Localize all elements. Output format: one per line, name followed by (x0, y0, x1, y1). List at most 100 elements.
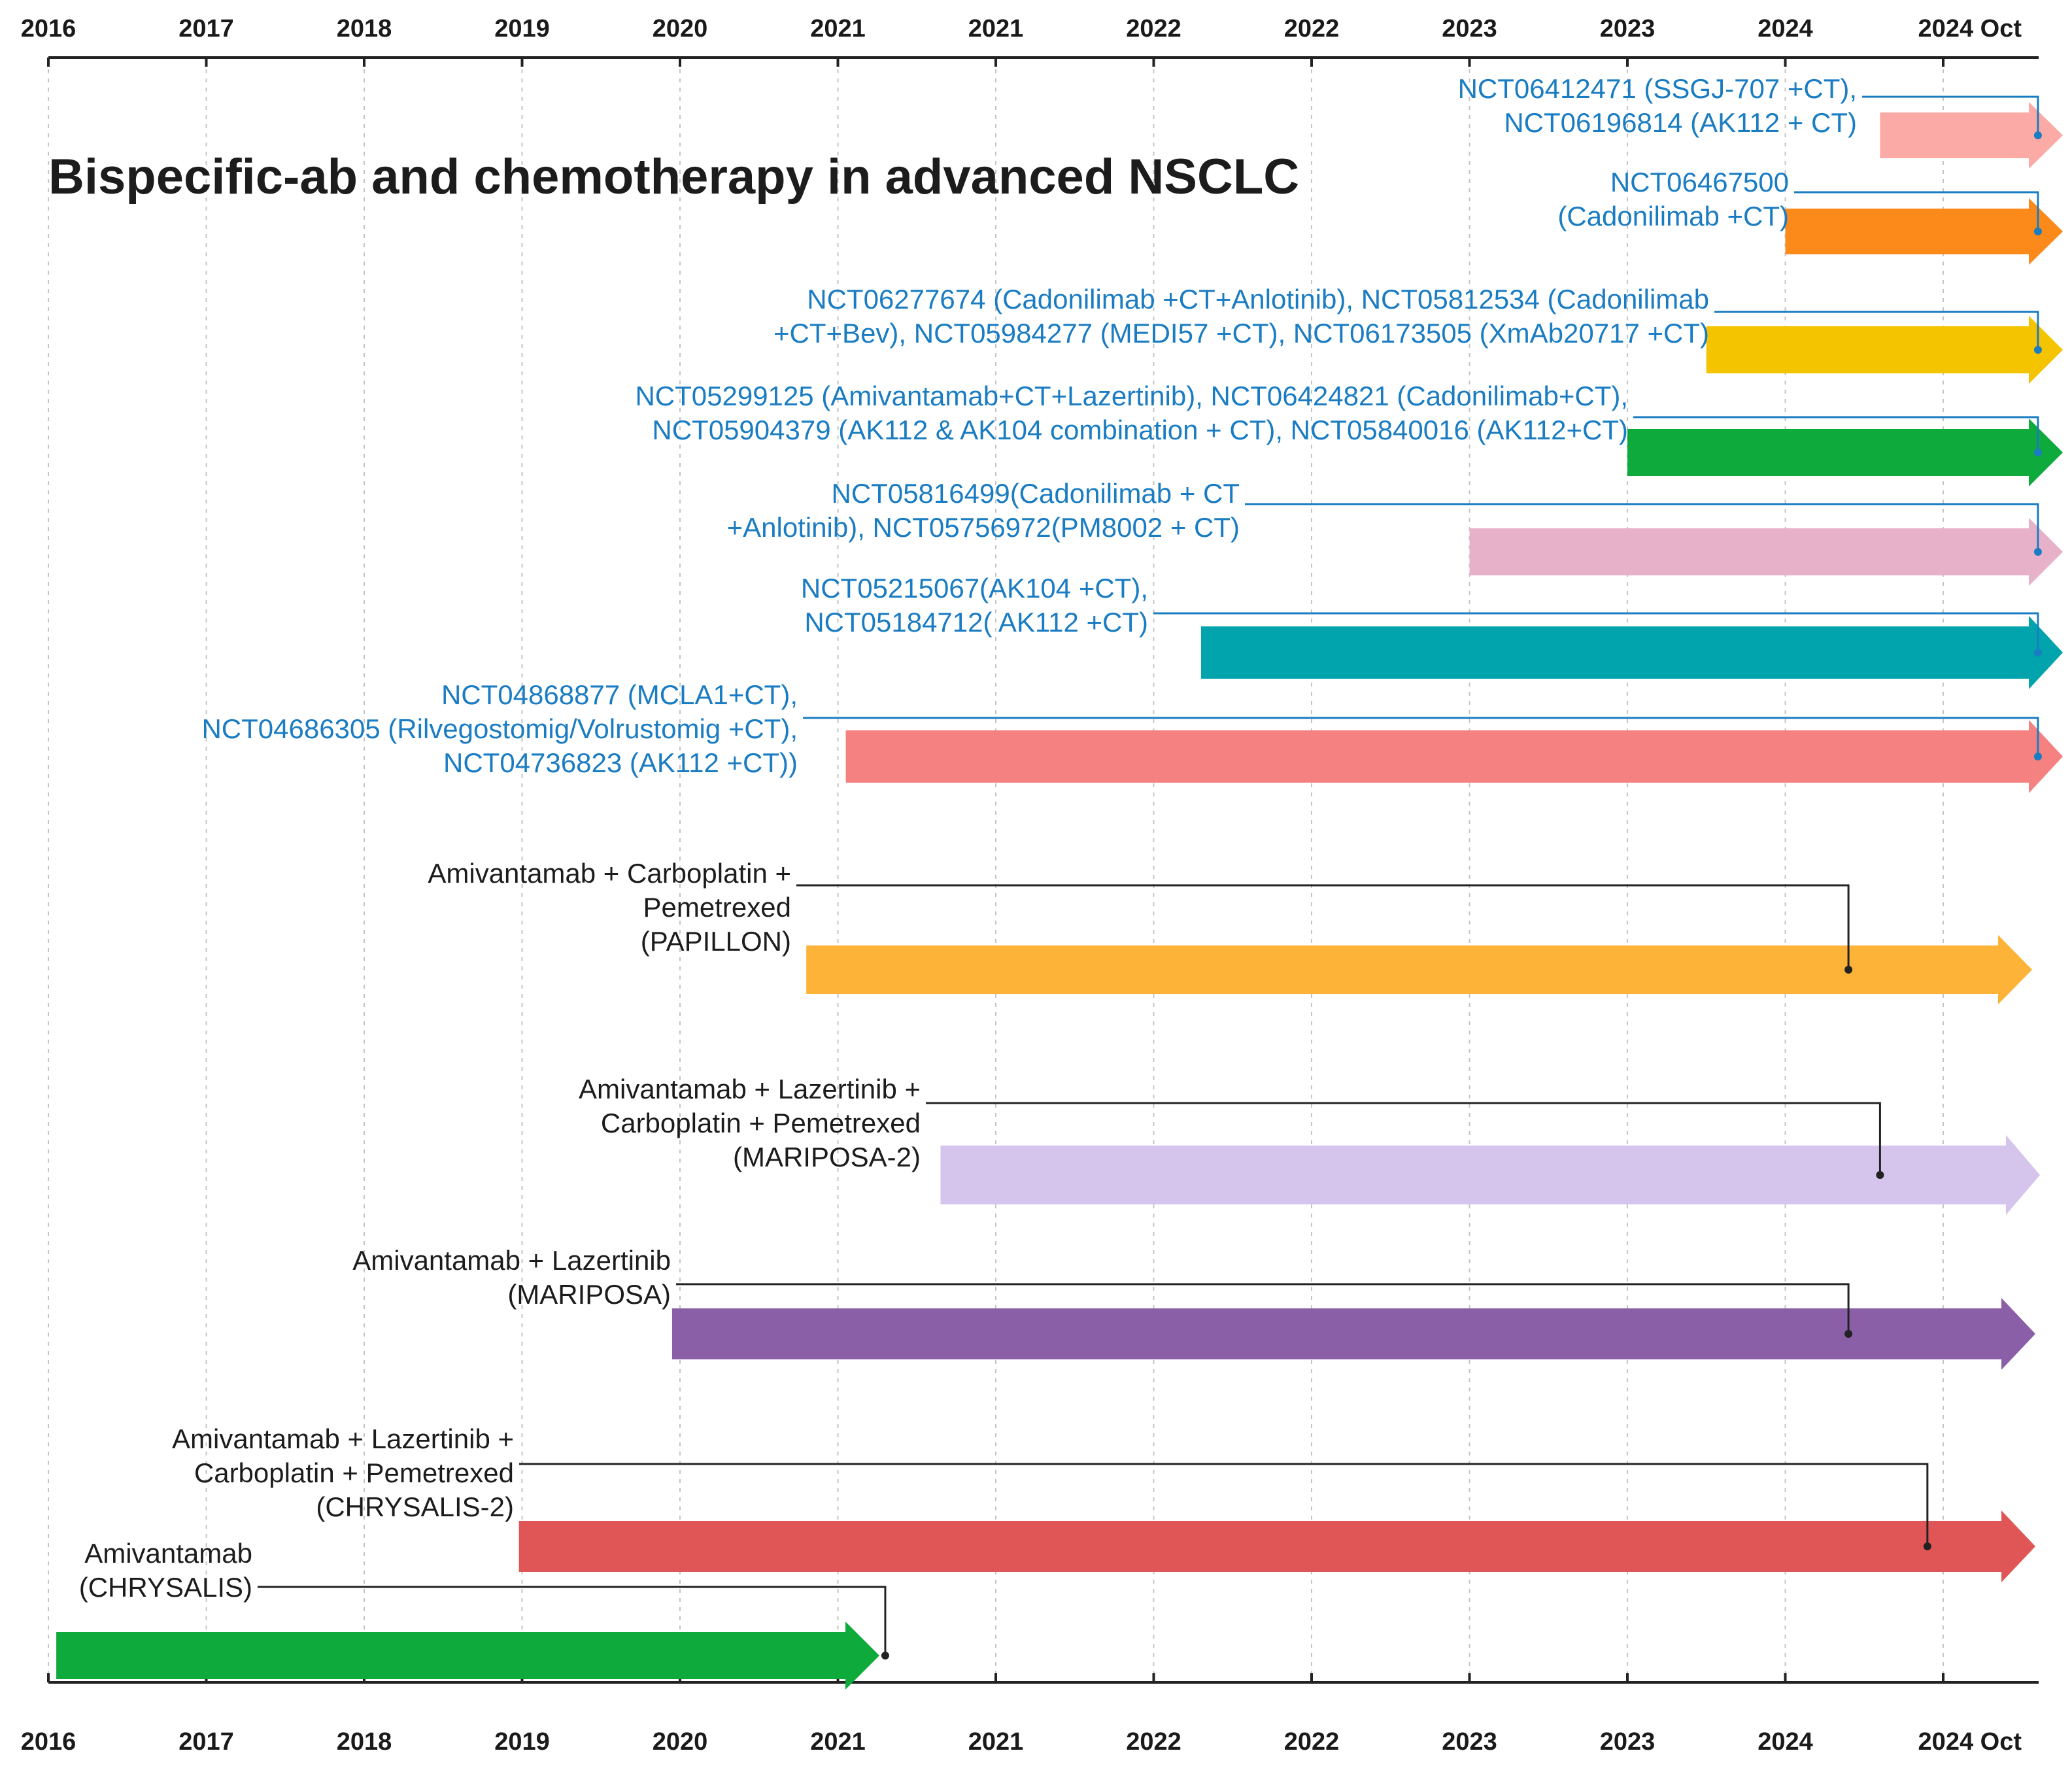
trial-connector-line (926, 1102, 1881, 1175)
trial-rows: NCT06412471 (SSGJ-707 +CT),NCT06196814 (… (56, 73, 2063, 1690)
bottom-tick-label: 2022 (1284, 1728, 1340, 1756)
trial-label-line: Amivantamab + Lazertinib + (172, 1423, 514, 1454)
bottom-tick-label: 2022 (1126, 1728, 1181, 1756)
bottom-tick-label: 2024 (1758, 1728, 1813, 1756)
top-tick-label: 2016 (21, 15, 76, 43)
bottom-tick-label: 2018 (337, 1728, 392, 1756)
trial-label-line: (Cadonilimab +CT) (1557, 201, 1789, 231)
trial-label-line: (CHRYSALIS) (79, 1572, 252, 1603)
trial-t3: NCT06277674 (Cadonilimab +CT+Anlotinib),… (773, 284, 2063, 384)
top-tick-label: 2022 (1126, 15, 1181, 43)
trial-label-line: (PAPILLON) (641, 926, 791, 957)
trial-arrow-bar (845, 720, 2063, 793)
trial-end-marker (2033, 449, 2042, 456)
trial-label-line: (MARIPOSA-2) (733, 1142, 921, 1172)
trial-t4: NCT05299125 (Amivantamab+CT+Lazertinib),… (635, 381, 2063, 486)
trial-label-line: NCT05904379 (AK112 & AK104 combination +… (652, 415, 1628, 445)
trial-arrow-bar (1880, 102, 2063, 169)
trial-label-line: Carboplatin + Pemetrexed (601, 1108, 921, 1138)
trial-end-marker (2033, 346, 2042, 354)
trial-connector-line (796, 884, 1850, 970)
trial-end-marker (1876, 1171, 1884, 1179)
top-tick-label: 2022 (1284, 15, 1340, 43)
top-tick-label: 2020 (653, 15, 708, 43)
top-tick-label: 2021 (968, 15, 1024, 43)
top-tick-label: 2017 (178, 15, 234, 43)
trial-label-line: Pemetrexed (643, 892, 791, 923)
trial-label-line: +CT+Bev), NCT05984277 (MEDI57 +CT), NCT0… (773, 318, 1709, 349)
trial-connector-line (258, 1586, 887, 1656)
top-tick-label: 2019 (494, 15, 550, 43)
trial-label-line: Amivantamab + Carboplatin + (428, 858, 791, 889)
bottom-tick-label: 2020 (653, 1728, 708, 1756)
trial-connector-line (1714, 311, 2039, 350)
top-tick-label: 2023 (1442, 15, 1497, 43)
trial-label-line: NCT06467500 (1610, 167, 1789, 197)
trial-t11: Amivantamab + Lazertinib +Carboplatin + … (172, 1423, 2036, 1582)
trial-label-line: NCT04868877 (MCLA1+CT), (441, 679, 798, 710)
trial-arrow-bar (1627, 418, 2063, 486)
trial-t8: Amivantamab + Carboplatin +Pemetrexed(PA… (428, 858, 2032, 1004)
top-tick-label: 2023 (1600, 15, 1656, 43)
trial-arrow-bar (1469, 518, 2063, 586)
trial-t9: Amivantamab + Lazertinib + Carboplatin + … (579, 1074, 2040, 1215)
trial-label-line: NCT06277674 (Cadonilimab +CT+Anlotinib),… (807, 284, 1709, 315)
trial-label-line: NCT06412471 (SSGJ-707 +CT), (1458, 73, 1857, 104)
trial-label-line: NCT05299125 (Amivantamab+CT+Lazertinib),… (635, 381, 1628, 411)
trial-end-marker (881, 1652, 889, 1659)
trial-t12: Amivantamab(CHRYSALIS) (56, 1538, 889, 1690)
trial-label-line: NCT04686305 (Rilvegostomig/Volrustomig +… (201, 713, 798, 744)
trial-connector-line (1245, 503, 2039, 552)
trial-connector-line (676, 1283, 1850, 1334)
bottom-tick-label: 2016 (21, 1728, 76, 1756)
trial-end-marker (1923, 1542, 1931, 1550)
trial-connector-line (1153, 612, 2039, 653)
top-tick-label: 2021 (810, 15, 866, 43)
trial-label-line: NCT05184712( AK112 +CT) (804, 607, 1148, 638)
trial-connector-line (1794, 191, 2039, 231)
trial-label-line: (MARIPOSA) (507, 1279, 671, 1310)
top-axis: 2016 2017 2018 2019 2020 2021 2021 2022 2022 2023… (21, 15, 2039, 67)
trial-t5: NCT05816499(Cadonilimab + CT+Anlotinib),… (727, 478, 2063, 586)
bottom-tick-label: 2023 (1600, 1728, 1656, 1756)
trial-end-marker (1844, 1330, 1853, 1338)
trial-t2: NCT06467500 (Cadonilimab +CT) (1557, 167, 2063, 265)
trial-t10: Amivantamab + Lazertinib(MARIPOSA) (352, 1245, 2035, 1370)
trial-label-line: NCT05215067(AK104 +CT), (801, 573, 1148, 604)
trial-label-line: (CHRYSALIS-2) (316, 1491, 514, 1522)
trial-connector-line (519, 1463, 1929, 1546)
trial-label-line: Amivantamab (84, 1538, 252, 1569)
trial-label-line: Amivantamab + Lazertinib + (579, 1074, 921, 1104)
diagram-title: Bispecific-ab and chemotherapy in advanc… (48, 149, 1299, 205)
trial-arrow-bar (518, 1510, 2036, 1582)
trial-label-line: Amivantamab + Lazertinib (352, 1245, 671, 1276)
top-tick-label: 2018 (337, 15, 392, 43)
bottom-tick-label: 2024 Oct (1918, 1728, 2022, 1756)
trial-label-line: NCT06196814 (AK112 + CT) (1504, 107, 1857, 138)
trial-label-line: NCT05816499(Cadonilimab + CT (832, 478, 1240, 509)
trial-label-line: +Anlotinib), NCT05756972(PM8002 + CT) (727, 512, 1240, 543)
bottom-axis: 2016 2017 2018 2019 2020 2021 2021 2022 2022 2023… (21, 1673, 2039, 1756)
trial-arrow-bar (1200, 616, 2063, 689)
trial-connector-line (803, 717, 2039, 757)
trial-arrow-bar (1785, 198, 2063, 265)
bottom-tick-label: 2019 (494, 1728, 550, 1756)
trial-arrow-bar (671, 1298, 2035, 1370)
trial-arrow-bar (56, 1622, 880, 1690)
trial-end-marker (2033, 228, 2042, 235)
trial-arrow-bar (1706, 316, 2063, 384)
trial-end-marker (2033, 548, 2042, 556)
trial-arrow-bar (806, 935, 2032, 1004)
trial-connector-line (1862, 95, 2039, 135)
trial-end-marker (1844, 966, 1853, 974)
top-tick-label: 2024 Oct (1918, 15, 2022, 43)
bottom-tick-label: 2017 (178, 1728, 234, 1756)
trial-end-marker (2033, 753, 2042, 760)
bottom-tick-label: 2021 (968, 1728, 1024, 1756)
bottom-tick-label: 2023 (1442, 1728, 1497, 1756)
trial-t6: NCT05215067(AK104 +CT),NCT05184712( AK11… (801, 573, 2063, 689)
trial-connector-line (1633, 416, 2039, 452)
trial-end-marker (2033, 131, 2042, 139)
trial-end-marker (2033, 649, 2042, 656)
